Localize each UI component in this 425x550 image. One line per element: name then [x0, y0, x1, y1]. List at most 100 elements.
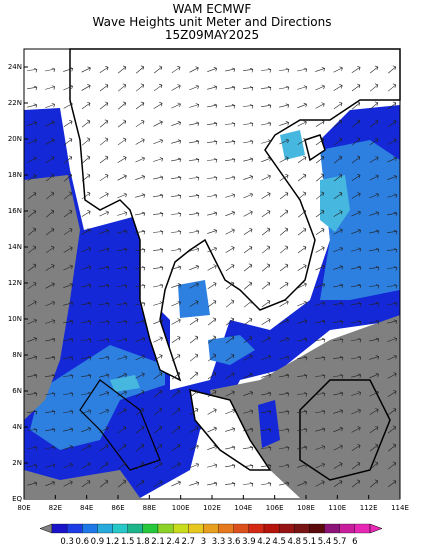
- arrow: [315, 264, 325, 271]
- colorbar-label: 3.6: [227, 537, 241, 547]
- arrow: [81, 426, 91, 433]
- arrow: [315, 409, 326, 415]
- arrow: [279, 138, 289, 145]
- lon-label: 102E: [203, 504, 221, 512]
- arrow: [207, 371, 217, 380]
- sea-wave-area: [280, 130, 305, 160]
- arrow: [261, 174, 271, 181]
- colorbar-label: 5.1: [303, 537, 317, 547]
- arrow: [369, 319, 380, 325]
- arrow: [27, 138, 37, 145]
- arrow: [279, 121, 290, 126]
- arrow: [99, 426, 109, 433]
- arrow: [99, 83, 109, 92]
- arrow: [369, 65, 379, 74]
- arrow: [26, 410, 38, 415]
- arrow: [297, 427, 308, 433]
- arrow: [117, 319, 128, 325]
- arrow: [297, 245, 307, 254]
- arrow: [225, 390, 235, 397]
- arrow: [117, 355, 128, 360]
- arrow: [332, 320, 344, 325]
- arrow: [135, 65, 145, 74]
- colorbar-label: 0.6: [76, 537, 90, 547]
- arrow: [315, 301, 326, 306]
- arrow: [63, 227, 73, 236]
- arrow: [315, 84, 325, 91]
- arrow: [171, 102, 181, 109]
- colorbar-label: 3: [201, 537, 206, 547]
- arrow: [261, 336, 271, 343]
- arrow: [207, 103, 218, 109]
- title-line: Wave Heights unit Meter and Directions: [93, 15, 332, 29]
- arrow: [117, 119, 127, 128]
- arrow: [279, 209, 289, 218]
- arrow: [225, 175, 236, 181]
- arrow: [261, 192, 271, 199]
- arrow: [44, 374, 56, 379]
- arrow: [117, 137, 127, 146]
- arrow: [63, 462, 73, 469]
- arrow: [369, 479, 379, 488]
- colorbar-label: 1.2: [106, 537, 120, 547]
- colorbar-swatch: [263, 523, 280, 534]
- arrow: [45, 209, 55, 218]
- lon-label: 82E: [49, 504, 62, 512]
- arrow: [99, 284, 110, 289]
- arrow: [188, 194, 200, 199]
- arrow: [81, 283, 92, 288]
- arrow: [135, 407, 145, 416]
- arrow: [27, 68, 38, 73]
- arrow: [315, 119, 325, 127]
- arrow: [261, 103, 272, 109]
- arrow: [261, 263, 271, 272]
- arrow: [369, 372, 379, 379]
- arrow: [98, 302, 110, 307]
- arrow: [63, 264, 73, 271]
- arrow: [153, 120, 163, 127]
- arrow: [261, 481, 272, 487]
- arrow: [243, 372, 253, 379]
- arrow: [135, 389, 145, 397]
- arrow: [63, 84, 73, 91]
- sea-wave-area: [178, 280, 210, 318]
- colorbar-swatch: [233, 523, 250, 534]
- arrow: [45, 445, 56, 451]
- arrow: [189, 371, 199, 380]
- arrow: [207, 85, 218, 90]
- arrow: [279, 481, 290, 486]
- arrow: [99, 247, 110, 252]
- arrow: [171, 176, 182, 181]
- arrow: [189, 353, 199, 362]
- arrow: [387, 193, 398, 198]
- arrow: [63, 173, 73, 182]
- arrow: [63, 191, 73, 200]
- arrow: [134, 248, 146, 253]
- arrow: [117, 408, 127, 415]
- arrow: [332, 338, 344, 343]
- arrow: [99, 338, 110, 343]
- arrow: [153, 425, 163, 434]
- arrow: [261, 121, 272, 127]
- arrow: [135, 372, 145, 379]
- arrow: [332, 356, 344, 361]
- arrow: [296, 374, 308, 379]
- arrow: [45, 337, 56, 342]
- arrow: [116, 266, 128, 271]
- arrow: [279, 85, 290, 91]
- lon-label: 84E: [80, 504, 93, 512]
- arrow: [297, 319, 308, 324]
- arrow: [351, 479, 361, 488]
- arrow: [315, 319, 326, 325]
- arrow: [297, 355, 308, 361]
- arrow: [297, 337, 308, 343]
- arrow: [386, 248, 398, 253]
- arrow: [279, 68, 290, 73]
- arrow: [117, 156, 127, 163]
- arrow: [297, 300, 307, 307]
- arrow: [279, 463, 290, 469]
- arrow: [189, 66, 199, 73]
- arrow: [81, 444, 91, 451]
- arrow: [351, 247, 362, 252]
- arrow: [351, 137, 361, 146]
